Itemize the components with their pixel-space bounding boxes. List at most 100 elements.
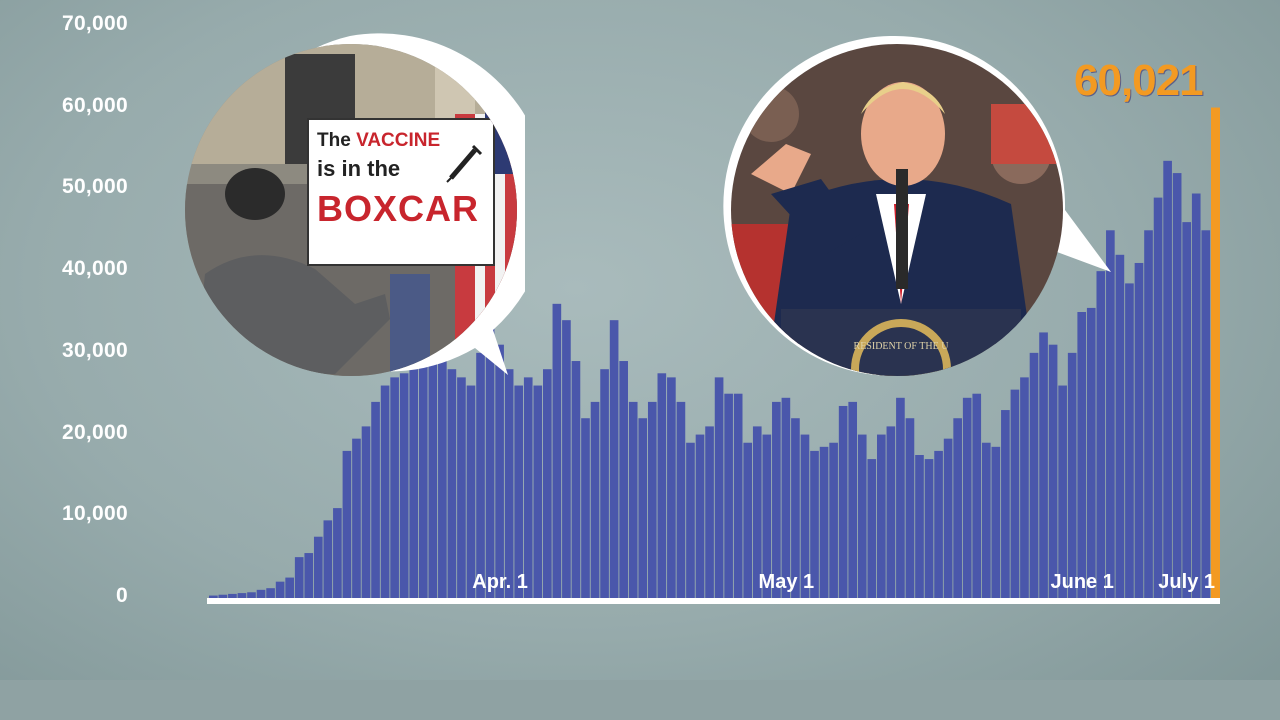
bar (247, 592, 256, 598)
rally-photo-bubble: RESIDENT OF THE U (715, 30, 1115, 390)
bar (638, 418, 648, 598)
bar (562, 320, 571, 598)
bar (991, 446, 1001, 598)
bar (285, 577, 294, 598)
bar (485, 328, 495, 598)
bar (523, 377, 533, 598)
bar (590, 401, 600, 598)
rally-scene: RESIDENT OF THE U (731, 44, 1063, 376)
bar (581, 418, 590, 598)
sign-text-vaccine: VACCINE (356, 130, 441, 151)
syringe-icon (446, 144, 483, 183)
protest-photo: The VACCINE is in the BOXCAR (185, 44, 517, 376)
bar (323, 520, 333, 598)
bar (981, 442, 991, 598)
bar (1077, 312, 1087, 598)
bar (275, 581, 285, 598)
bar (209, 595, 218, 598)
bar (905, 418, 915, 598)
bar (409, 369, 419, 598)
bar (342, 450, 352, 598)
bar (838, 405, 848, 598)
bar (543, 369, 552, 598)
bar (762, 434, 772, 598)
bar (361, 426, 371, 598)
bar (552, 303, 562, 598)
bar (1182, 222, 1192, 599)
bar (1153, 197, 1163, 598)
sign-text-the: The (317, 130, 357, 151)
bar (333, 508, 342, 598)
bar (237, 593, 247, 598)
bar (810, 450, 819, 598)
bar (1125, 283, 1134, 598)
bar (657, 373, 667, 598)
x-tick-label: July 1 (1158, 571, 1215, 593)
bar (867, 459, 877, 598)
bar (724, 393, 733, 598)
y-tick-label: 60,000 (61, 93, 128, 117)
bar (533, 385, 543, 598)
bar (924, 459, 934, 598)
bar (476, 352, 485, 598)
bar (953, 418, 962, 598)
x-axis-baseline (207, 598, 1220, 604)
x-tick-label: June 1 (1050, 571, 1114, 593)
bar (1020, 377, 1029, 598)
bar (962, 397, 972, 598)
bar (266, 588, 275, 598)
bar (857, 434, 867, 598)
bar (1144, 230, 1153, 599)
bar (1172, 173, 1182, 598)
bar (600, 369, 609, 598)
sign-text-boxcar: BOXCAR (317, 188, 480, 229)
bar (1115, 254, 1125, 599)
bar (399, 373, 409, 598)
bar (228, 593, 237, 598)
bar (256, 589, 266, 598)
bar (772, 401, 781, 598)
bar (457, 377, 466, 598)
bar (218, 594, 228, 598)
sign-text-is-in-the: is in the (317, 156, 401, 181)
bar (934, 450, 943, 598)
highlight-value-label: 60,021 (1074, 56, 1204, 105)
bar (628, 401, 638, 598)
bar (1039, 332, 1048, 598)
bar (800, 434, 810, 598)
seal-text: RESIDENT OF THE U (854, 341, 950, 352)
bar (495, 344, 504, 598)
x-tick-label: May 1 (758, 571, 815, 593)
bar (1010, 389, 1020, 598)
bar (504, 369, 514, 598)
bar (791, 418, 800, 598)
bar (1201, 230, 1211, 599)
bar (428, 356, 438, 598)
bar (418, 365, 428, 598)
bar (733, 393, 743, 598)
protest-sign: The VACCINE is in the BOXCAR (307, 118, 495, 266)
bar (781, 397, 791, 598)
rally-photo: RESIDENT OF THE U (731, 44, 1063, 376)
bar (1134, 262, 1144, 598)
bar (943, 438, 953, 598)
bar (390, 377, 399, 598)
bar (1029, 352, 1039, 598)
bar (371, 401, 380, 598)
bar (571, 361, 581, 598)
bar (609, 320, 619, 598)
y-tick-label: 20,000 (61, 420, 128, 444)
bar (1096, 271, 1106, 598)
bar (514, 385, 524, 598)
bar (676, 401, 686, 598)
bar (438, 352, 447, 598)
bar (1163, 160, 1172, 598)
y-tick-label: 10,000 (61, 502, 128, 526)
bar (714, 377, 724, 598)
bar (352, 438, 361, 598)
x-tick-label: Apr. 1 (472, 571, 528, 593)
bar (752, 426, 762, 598)
bar (1191, 193, 1201, 598)
bar (619, 361, 628, 598)
